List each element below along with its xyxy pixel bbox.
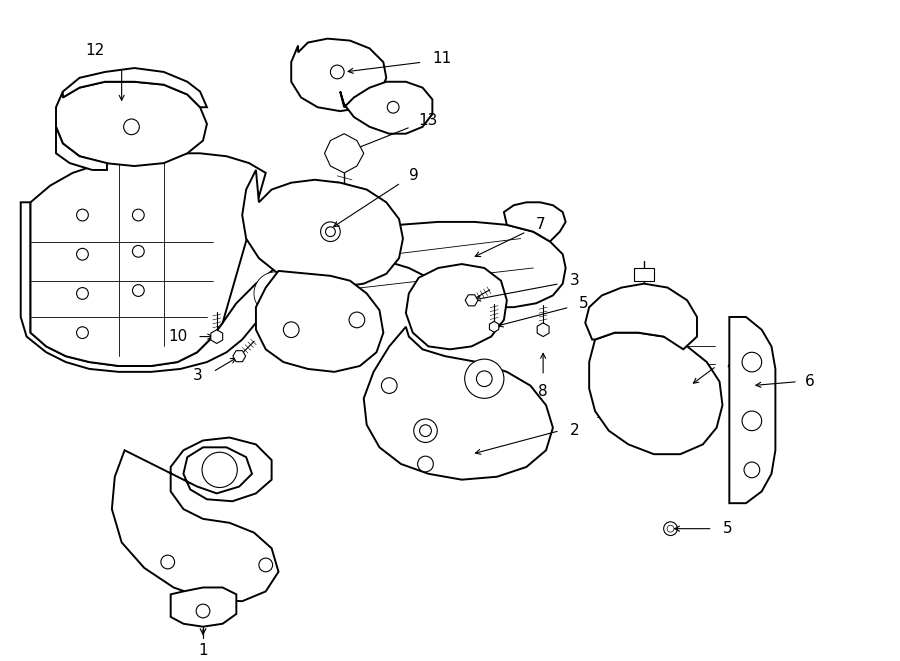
Text: 3: 3: [194, 368, 203, 383]
Text: 12: 12: [86, 43, 104, 58]
Circle shape: [132, 209, 144, 221]
Polygon shape: [112, 438, 278, 602]
Polygon shape: [490, 321, 499, 332]
Polygon shape: [736, 389, 761, 413]
Circle shape: [76, 327, 88, 338]
Circle shape: [132, 245, 144, 257]
Text: 7: 7: [536, 217, 546, 233]
Circle shape: [254, 272, 297, 315]
Circle shape: [202, 452, 238, 488]
Polygon shape: [364, 327, 553, 480]
Circle shape: [196, 604, 210, 618]
Polygon shape: [31, 153, 266, 366]
Text: 8: 8: [538, 383, 548, 399]
Circle shape: [387, 101, 399, 113]
Circle shape: [663, 522, 678, 535]
Circle shape: [261, 279, 290, 308]
Polygon shape: [56, 127, 107, 170]
Circle shape: [76, 249, 88, 260]
Polygon shape: [242, 170, 403, 288]
Circle shape: [744, 462, 760, 478]
Polygon shape: [325, 134, 364, 173]
Circle shape: [284, 322, 299, 338]
Polygon shape: [63, 68, 207, 107]
Polygon shape: [256, 271, 383, 372]
Circle shape: [349, 312, 364, 328]
Text: 2: 2: [570, 423, 580, 438]
Polygon shape: [21, 202, 566, 372]
Polygon shape: [340, 82, 432, 134]
Polygon shape: [537, 323, 549, 336]
Text: 13: 13: [418, 114, 438, 128]
Polygon shape: [590, 332, 723, 454]
Circle shape: [419, 425, 431, 436]
Circle shape: [320, 222, 340, 241]
Circle shape: [418, 456, 433, 472]
Circle shape: [742, 411, 761, 431]
Polygon shape: [585, 284, 697, 349]
Circle shape: [76, 288, 88, 299]
Circle shape: [382, 377, 397, 393]
Text: 6: 6: [805, 374, 814, 389]
Circle shape: [667, 525, 674, 532]
Circle shape: [742, 352, 761, 372]
Polygon shape: [406, 264, 507, 349]
Polygon shape: [56, 82, 207, 166]
Polygon shape: [211, 330, 222, 344]
Circle shape: [132, 285, 144, 296]
Polygon shape: [171, 588, 237, 627]
Polygon shape: [292, 38, 386, 111]
Text: 9: 9: [409, 169, 419, 183]
Polygon shape: [729, 317, 776, 503]
Circle shape: [259, 558, 273, 572]
Text: 11: 11: [432, 51, 452, 65]
Circle shape: [464, 359, 504, 399]
Circle shape: [414, 419, 437, 442]
Polygon shape: [233, 351, 246, 362]
Text: 1: 1: [198, 643, 208, 658]
Polygon shape: [504, 202, 566, 241]
Polygon shape: [465, 295, 478, 306]
Circle shape: [476, 371, 492, 387]
Circle shape: [330, 65, 344, 79]
Circle shape: [161, 555, 175, 569]
Circle shape: [123, 119, 140, 135]
Circle shape: [326, 227, 336, 237]
Text: 5: 5: [580, 295, 589, 311]
Polygon shape: [634, 268, 654, 281]
Text: 10: 10: [168, 329, 187, 344]
Text: 5: 5: [723, 521, 732, 536]
Circle shape: [76, 209, 88, 221]
Text: 3: 3: [570, 273, 580, 288]
Text: 4: 4: [726, 358, 736, 373]
